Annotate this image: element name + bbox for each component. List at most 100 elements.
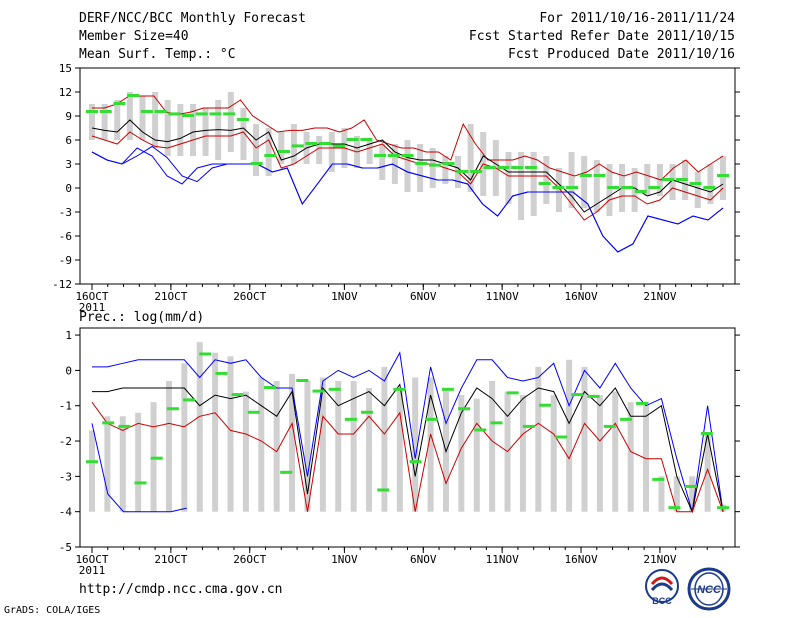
spread-box bbox=[227, 92, 234, 152]
observed-marker bbox=[209, 112, 222, 116]
x-tick-label: 11NOV bbox=[486, 290, 519, 303]
x-tick-label: 21OCT bbox=[154, 553, 187, 566]
observed-marker bbox=[442, 162, 455, 165]
spread-box bbox=[555, 168, 562, 212]
x-tick-label: 16NOV bbox=[564, 290, 597, 303]
spread-box bbox=[442, 156, 449, 184]
observed-marker bbox=[99, 110, 112, 113]
observed-marker bbox=[425, 417, 438, 421]
observed-marker bbox=[587, 394, 600, 398]
spread-box bbox=[181, 363, 188, 512]
chart-panel-1: -5 -4 -3 -2 -1 0 1 16OCT 21OCT 26OCT 1NOV 6NOV 11NOV… bbox=[59, 327, 740, 577]
observed-marker bbox=[154, 110, 167, 113]
spread-box bbox=[673, 476, 680, 512]
x-tick-label: 26OCT bbox=[233, 290, 266, 303]
bcc-logo-text: BCC bbox=[652, 596, 672, 606]
y-tick-label: 3 bbox=[65, 158, 72, 171]
ncc-logo: NCC bbox=[687, 567, 731, 611]
spread-box bbox=[412, 377, 419, 512]
spread-box bbox=[606, 164, 613, 216]
observed-marker bbox=[360, 138, 373, 141]
observed-marker bbox=[102, 421, 115, 425]
spread-box bbox=[265, 128, 272, 176]
line-lower bbox=[91, 131, 724, 221]
y-tick-label: -6 bbox=[59, 230, 72, 243]
observed-marker bbox=[113, 102, 126, 105]
observed-marker bbox=[648, 186, 661, 189]
spread-box bbox=[593, 160, 600, 212]
spread-box bbox=[467, 124, 474, 192]
observed-marker bbox=[555, 435, 568, 439]
observed-marker bbox=[134, 481, 147, 485]
spread-box bbox=[366, 388, 373, 512]
observed-marker bbox=[168, 112, 181, 116]
spread-box bbox=[177, 104, 184, 156]
observed-marker bbox=[571, 393, 584, 397]
line-min bbox=[91, 423, 187, 513]
observed-marker bbox=[291, 144, 304, 148]
footer-url[interactable]: http://cmdp.ncc.cma.gov.cn bbox=[79, 582, 283, 597]
spread-box bbox=[566, 359, 573, 512]
observed-marker bbox=[305, 142, 318, 145]
line-lower bbox=[91, 401, 724, 513]
y-tick-label: -4 bbox=[59, 506, 73, 519]
observed-marker bbox=[374, 154, 387, 157]
observed-marker bbox=[668, 506, 681, 510]
observed-marker bbox=[182, 114, 195, 117]
y-tick-label: -1 bbox=[59, 400, 72, 413]
spread-box bbox=[381, 366, 388, 512]
observed-marker bbox=[264, 154, 277, 157]
chart-panel-0: -12 -9 -6 -3 0 3 6 9 12 15 16OCT 21OCT 26OCT 1NOV 6NOV… bbox=[52, 62, 740, 314]
observed-marker bbox=[263, 386, 276, 390]
observed-marker bbox=[236, 118, 249, 121]
spread-box bbox=[89, 430, 95, 512]
y-tick-label: -3 bbox=[59, 206, 72, 219]
y-tick-label: -5 bbox=[59, 541, 72, 554]
y-tick-label: 15 bbox=[59, 62, 72, 75]
spread-box bbox=[89, 104, 95, 140]
spread-box bbox=[704, 433, 711, 512]
observed-marker bbox=[199, 352, 212, 356]
spread-box bbox=[694, 172, 701, 208]
observed-marker bbox=[703, 186, 716, 189]
x-tick-label: 1NOV bbox=[331, 553, 358, 566]
spread-box bbox=[473, 398, 480, 512]
x-tick-label: 6NOV bbox=[410, 290, 437, 303]
spread-box bbox=[212, 352, 219, 512]
spread-box bbox=[505, 152, 512, 204]
spread-box bbox=[319, 377, 326, 512]
observed-marker bbox=[166, 407, 179, 411]
observed-marker bbox=[483, 166, 496, 169]
x-tick-label: 26OCT bbox=[233, 553, 266, 566]
observed-marker bbox=[319, 142, 332, 145]
spread-box bbox=[366, 140, 373, 164]
spread-box bbox=[396, 388, 403, 512]
spread-box bbox=[391, 144, 398, 184]
y-tick-label: 6 bbox=[65, 134, 72, 147]
spread-box bbox=[253, 124, 260, 176]
observed-marker bbox=[195, 112, 208, 116]
observed-marker bbox=[717, 506, 729, 510]
year-label: 2011 bbox=[79, 564, 106, 577]
observed-marker bbox=[361, 410, 374, 414]
y-tick-label: -9 bbox=[59, 254, 72, 267]
spread-box bbox=[543, 156, 550, 204]
spread-box bbox=[519, 395, 526, 512]
spread-box bbox=[328, 132, 335, 172]
produced-date: Fcst Produced Date 2011/10/16 bbox=[508, 47, 735, 62]
observed-marker bbox=[689, 182, 702, 185]
spread-box bbox=[202, 108, 209, 156]
spread-box bbox=[631, 168, 638, 212]
observed-marker bbox=[328, 387, 341, 391]
plot-frame bbox=[79, 327, 736, 548]
x-tick-label: 1NOV bbox=[331, 290, 358, 303]
variable-label: Mean Surf. Temp.: °C bbox=[79, 47, 236, 62]
observed-marker bbox=[652, 477, 665, 481]
observed-marker bbox=[506, 391, 519, 395]
y-tick-label: 1 bbox=[65, 329, 72, 342]
spread-box bbox=[126, 92, 133, 140]
line-ensemble bbox=[92, 383, 724, 514]
x-tick-label: 6NOV bbox=[410, 553, 437, 566]
observed-marker bbox=[215, 371, 228, 375]
spread-box bbox=[707, 164, 714, 204]
